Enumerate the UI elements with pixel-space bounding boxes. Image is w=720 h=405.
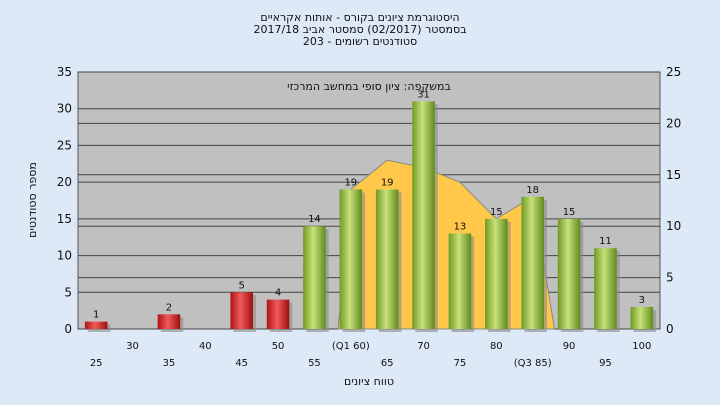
y-tick-25: 25 (57, 138, 72, 152)
y2-tick-5: 5 (666, 271, 674, 285)
x-tick-row2-0: 25 (90, 358, 103, 369)
chart-title-line-1: היסטוגרמת ציונים בקורס - אותות אקראיים (260, 11, 460, 24)
x-tick-row1-0: 30 (126, 341, 139, 352)
bar-label-80: 15 (490, 207, 503, 218)
y-tick-0: 0 (64, 322, 72, 336)
chart-title-line-3: סטודנטים רשומים - 203 (302, 35, 418, 48)
bar-label-60: 19 (344, 177, 357, 188)
x-tick-row2-4: 65 (381, 358, 394, 369)
x-axis-label: טווח ציונים (344, 375, 394, 388)
y-tick-10: 10 (57, 249, 72, 263)
chart-annotation: במשקפה: ציון סופי במחשב המרכזי (287, 80, 451, 93)
bar-45 (230, 292, 253, 329)
bar-90 (557, 218, 581, 329)
x-tick-row2-7: 95 (599, 358, 612, 369)
bar-label-55: 14 (308, 214, 321, 225)
y-tick-30: 30 (57, 102, 72, 116)
x-tick-row1-3: (Q1 60) (332, 341, 370, 352)
bar-65 (375, 189, 399, 329)
bar-85 (521, 196, 544, 329)
bar-25 (84, 321, 108, 329)
x-tick-row1-6: 90 (563, 341, 576, 352)
y2-tick-15: 15 (666, 168, 681, 182)
bar-label-100: 3 (639, 295, 645, 306)
x-tick-row1-4: 70 (417, 341, 430, 352)
x-tick-row2-1: 35 (163, 358, 176, 369)
bar-55 (303, 226, 326, 329)
bar-label-90: 15 (563, 207, 576, 218)
y-axis-label: מספר סטודנטים (26, 162, 39, 238)
bar-label-65: 19 (381, 177, 394, 188)
bar-label-45: 5 (239, 280, 245, 291)
bar-label-75: 13 (454, 222, 467, 233)
bar-60 (339, 189, 363, 329)
x-tick-row2-6: (Q3 85) (514, 358, 552, 369)
bar-75 (448, 233, 472, 329)
y2-tick-20: 20 (666, 116, 681, 130)
bar-100 (630, 306, 654, 329)
y-tick-15: 15 (57, 212, 72, 226)
bar-label-25: 1 (93, 310, 99, 321)
y2-tick-25: 25 (666, 65, 681, 79)
bar-80 (485, 218, 508, 329)
bar-label-95: 11 (599, 236, 612, 247)
bar-50 (266, 299, 290, 329)
y-tick-5: 5 (64, 285, 72, 299)
bar-95 (594, 248, 617, 329)
bar-label-85: 18 (526, 185, 539, 196)
x-tick-row1-2: 50 (272, 341, 285, 352)
chart-title-line-2: בסמסטר (02/2017) סמסטר אביב 2017/18 (253, 23, 467, 36)
bar-35 (157, 314, 181, 329)
bar-label-70: 31 (417, 89, 430, 100)
x-tick-row1-5: 80 (490, 341, 503, 352)
x-tick-row2-5: 75 (454, 358, 467, 369)
x-tick-row2-3: 55 (308, 358, 321, 369)
bar-label-50: 4 (275, 288, 281, 299)
x-tick-row2-2: 45 (235, 358, 248, 369)
x-tick-row1-7: 100 (632, 341, 651, 352)
y2-tick-0: 0 (666, 322, 674, 336)
x-tick-row1-1: 40 (199, 341, 212, 352)
bar-70 (412, 101, 435, 329)
y-tick-35: 35 (57, 65, 72, 79)
y2-tick-10: 10 (666, 219, 681, 233)
bar-label-35: 2 (166, 302, 172, 313)
y-tick-20: 20 (57, 175, 72, 189)
